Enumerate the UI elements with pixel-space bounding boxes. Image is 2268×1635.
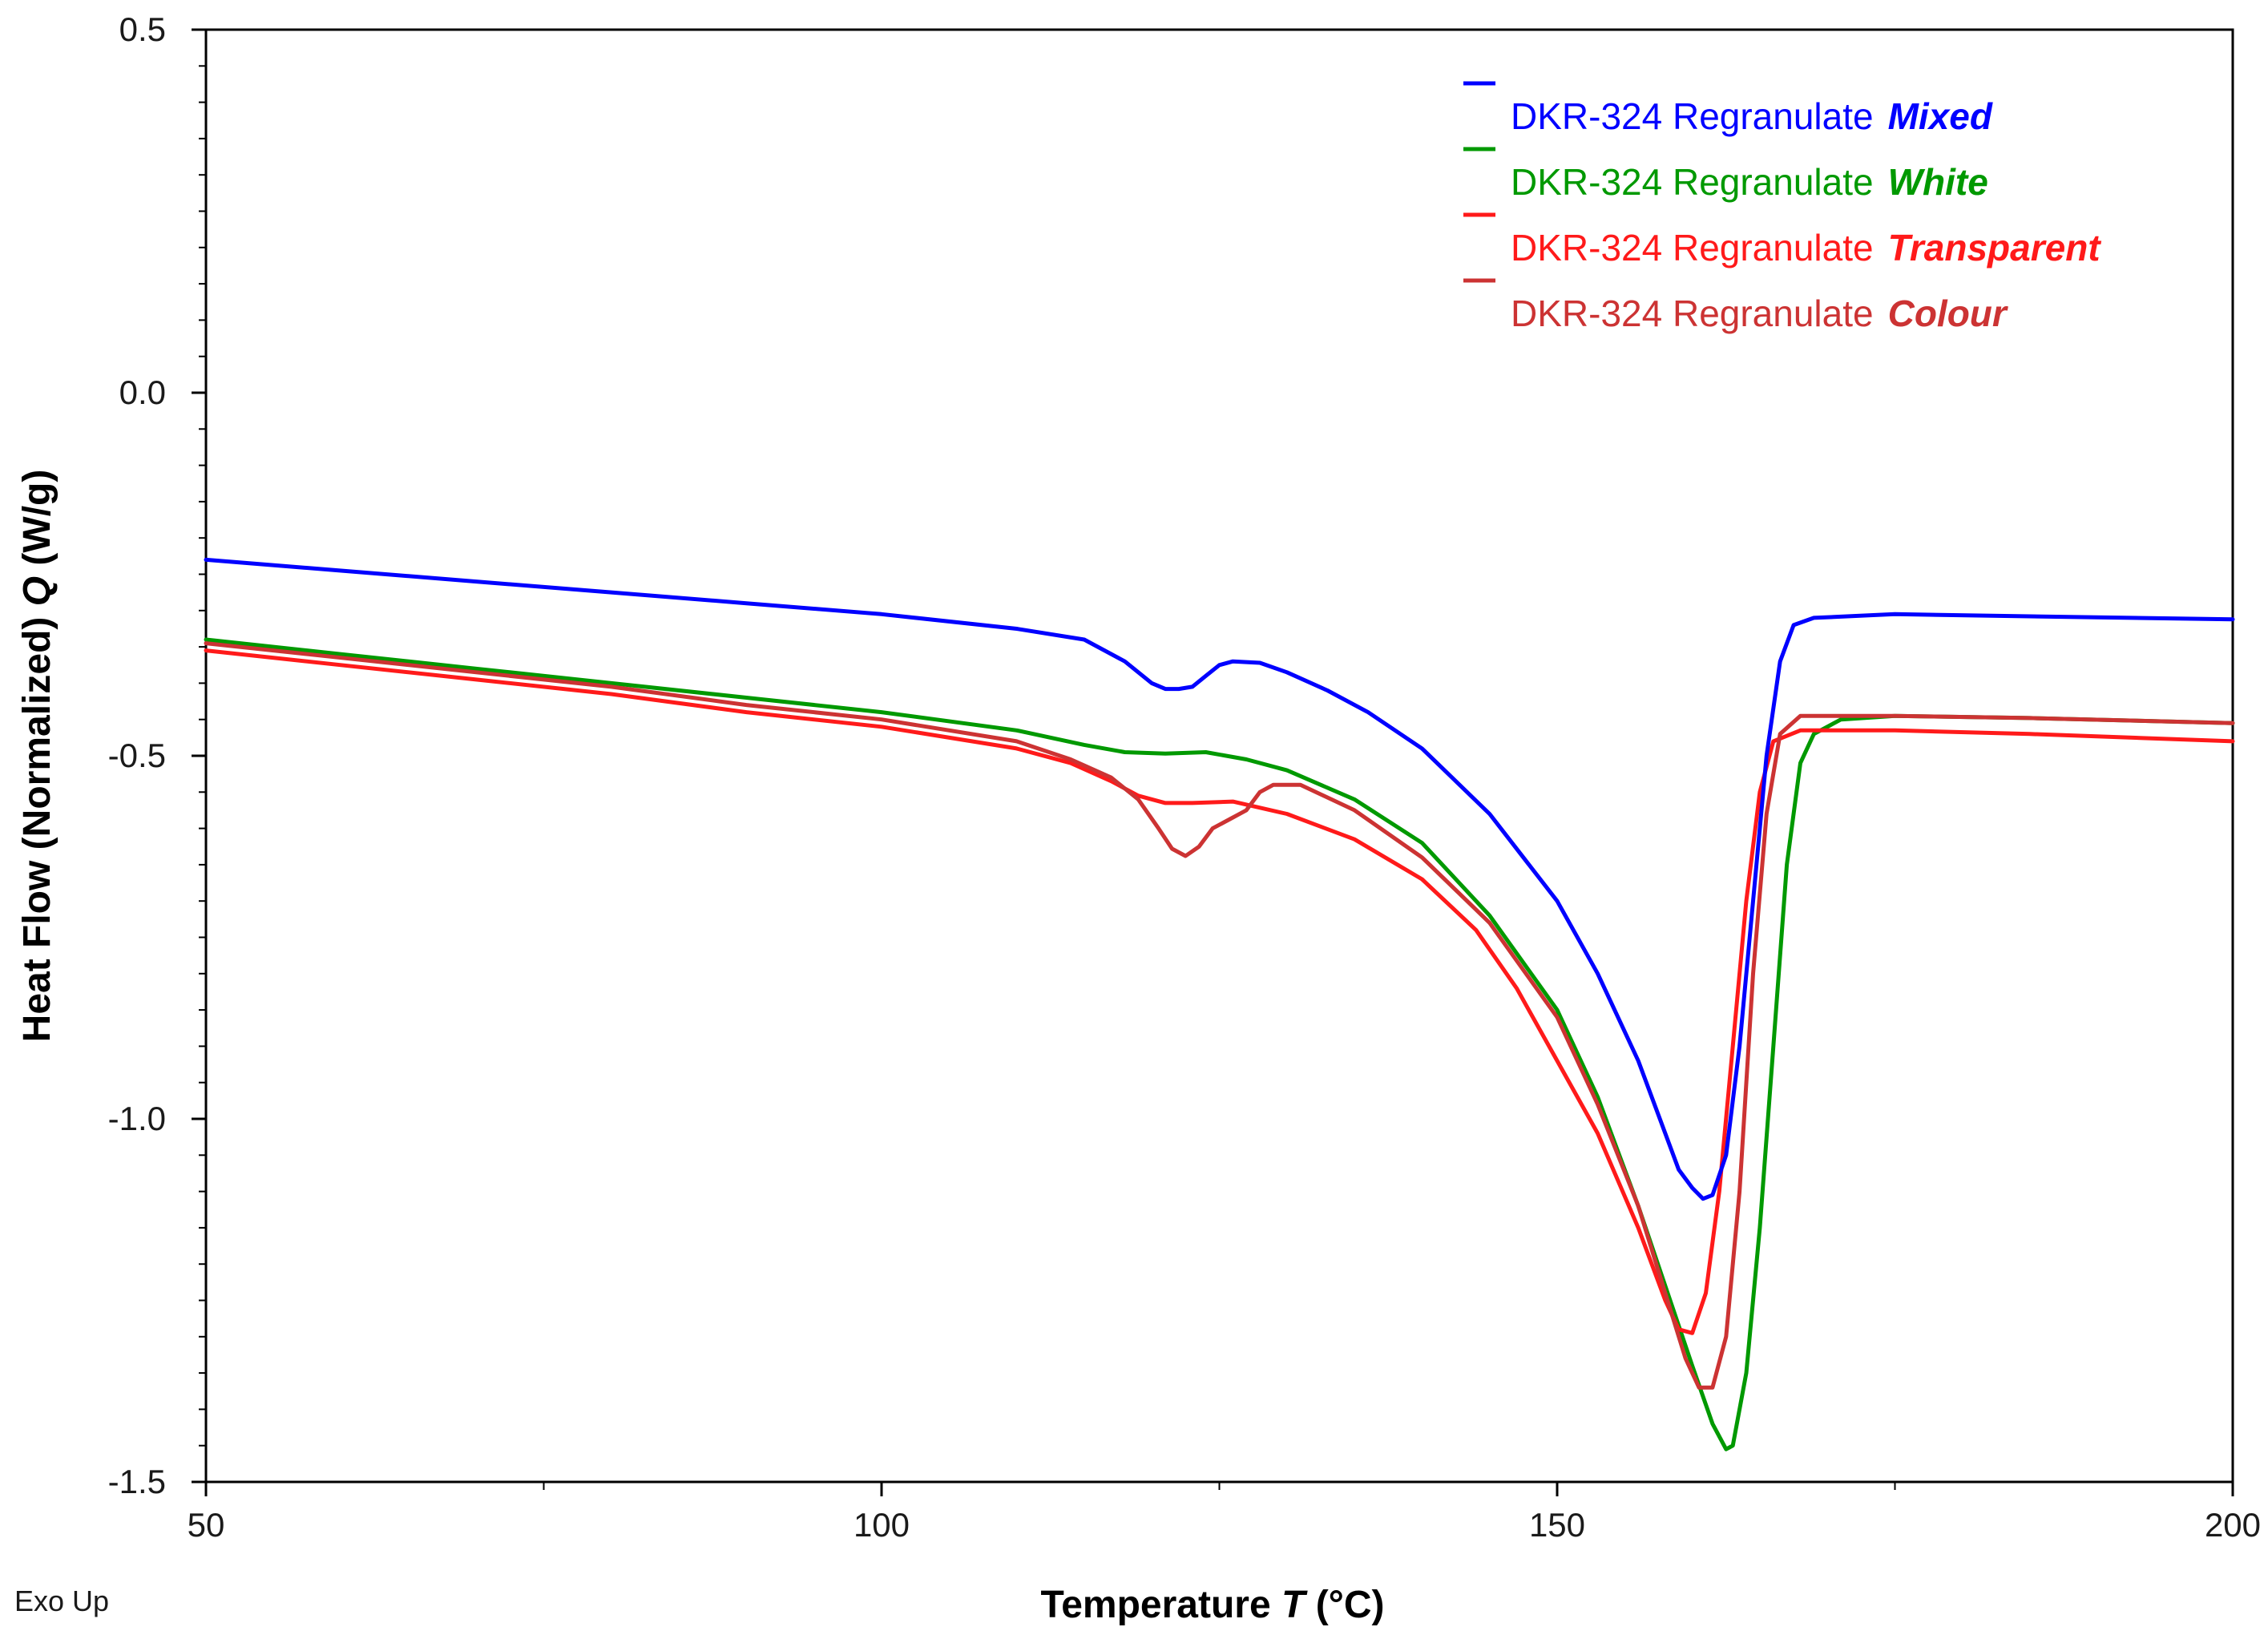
x-tick-label: 200 xyxy=(2205,1506,2261,1544)
y-tick-label: -0.5 xyxy=(108,737,166,774)
x-axis-title-text: Temperature xyxy=(1040,1584,1270,1626)
legend-entry-white: DKR-324 Regranulate White xyxy=(1511,161,1988,203)
legend-entry-transparent: DKR-324 Regranulate Transparent xyxy=(1511,227,2101,268)
legend-series-variant: Mixed xyxy=(1888,95,1993,137)
legend-entry-mixed: DKR-324 Regranulate Mixed xyxy=(1511,95,1993,137)
legend-series-name: DKR-324 Regranulate xyxy=(1511,95,1874,137)
y-axis: 0.5 0.0 -0.5 -1.0 -1.5 xyxy=(108,10,206,1500)
legend-series-variant: Transparent xyxy=(1888,227,2102,268)
series-line-mixed xyxy=(204,557,2235,1201)
y-tick-label: -1.5 xyxy=(108,1463,166,1500)
y-tick-label: 0.0 xyxy=(119,373,166,411)
series-line-transparent xyxy=(204,648,2235,1335)
y-axis-title: Heat Flow (Normalized) Q (W/g) xyxy=(16,470,59,1043)
exo-up-note: Exo Up xyxy=(14,1585,109,1617)
legend-series-name: DKR-324 Regranulate xyxy=(1511,227,1874,268)
x-tick-label: 150 xyxy=(1529,1506,1585,1544)
y-axis-unit: (W/g) xyxy=(16,470,59,566)
legend-series-variant: Colour xyxy=(1888,293,2008,334)
legend-series-name: DKR-324 Regranulate xyxy=(1511,161,1874,203)
series-line-white xyxy=(204,637,2235,1451)
legend-entry-colour: DKR-324 Regranulate Colour xyxy=(1511,293,2008,334)
x-axis-unit: (°C) xyxy=(1316,1584,1385,1626)
y-axis-title-text: Heat Flow (Normalized) xyxy=(16,617,59,1043)
x-axis-symbol: T xyxy=(1281,1584,1308,1626)
legend-series-name: DKR-324 Regranulate xyxy=(1511,293,1874,334)
legend-series-variant: White xyxy=(1888,161,1988,203)
y-axis-symbol: Q xyxy=(16,576,59,606)
x-axis: 50 100 150 200 xyxy=(188,1482,2261,1544)
y-tick-label: 0.5 xyxy=(119,10,166,48)
x-tick-label: 100 xyxy=(854,1506,910,1544)
series-lines xyxy=(204,557,2235,1451)
x-axis-title: Temperature T (°C) xyxy=(1040,1584,1384,1626)
x-tick-label: 50 xyxy=(188,1506,225,1544)
series-line-colour xyxy=(204,641,2235,1390)
y-tick-label: -1.0 xyxy=(108,1100,166,1137)
